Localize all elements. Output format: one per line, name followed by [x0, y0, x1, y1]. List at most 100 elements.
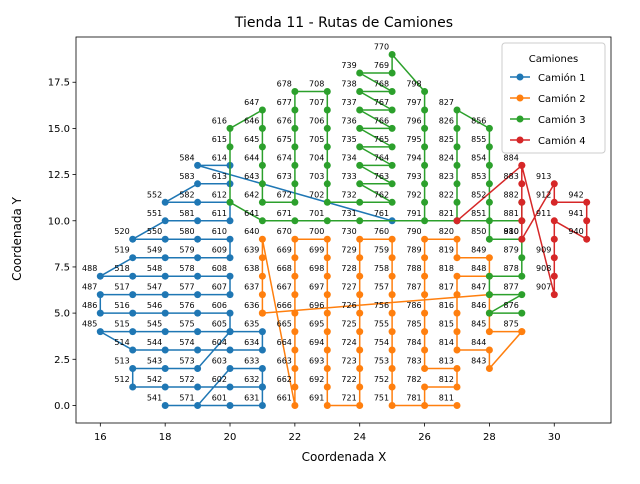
data-point [258, 402, 266, 409]
data-label: 822 [439, 190, 454, 199]
data-label: 855 [471, 135, 486, 144]
data-point [388, 88, 396, 95]
data-point [194, 217, 202, 225]
data-point [194, 254, 202, 262]
data-point [323, 254, 331, 262]
data-label: 577 [179, 283, 194, 292]
data-label: 797 [406, 98, 421, 107]
data-label: 759 [374, 246, 389, 255]
data-label: 605 [212, 320, 227, 329]
data-label: 879 [504, 246, 519, 255]
data-label: 547 [147, 283, 162, 292]
data-point [453, 254, 461, 262]
data-point [388, 291, 396, 299]
data-point [388, 402, 396, 409]
data-label: 813 [439, 357, 454, 366]
data-point [356, 235, 364, 243]
x-tick-label: 16 [94, 432, 107, 443]
data-label: 875 [504, 320, 519, 329]
data-point [388, 383, 396, 391]
data-point [421, 161, 429, 169]
data-label: 668 [277, 264, 292, 273]
data-point [453, 328, 461, 336]
data-label: 661 [277, 394, 292, 403]
data-label: 910 [504, 227, 519, 236]
data-point [161, 235, 169, 243]
data-label: 786 [406, 301, 421, 310]
data-label: 640 [244, 227, 259, 236]
data-label: 676 [277, 116, 292, 125]
data-label: 695 [309, 320, 324, 329]
data-point [291, 254, 299, 262]
data-label: 755 [374, 320, 389, 329]
data-point [518, 235, 526, 243]
data-point [194, 346, 202, 354]
data-point [421, 309, 429, 317]
data-point [388, 106, 396, 114]
data-label: 611 [212, 209, 227, 218]
data-label: 912 [536, 190, 551, 199]
data-label: 820 [439, 227, 454, 236]
data-point [323, 124, 331, 132]
data-point [485, 217, 493, 225]
data-point [453, 402, 461, 409]
data-point [356, 402, 364, 409]
y-tick-label: 17.5 [48, 78, 70, 89]
data-point [129, 291, 137, 299]
data-point [485, 254, 493, 262]
data-point [518, 291, 526, 299]
data-label: 728 [341, 264, 356, 273]
data-label: 783 [406, 357, 421, 366]
data-point [356, 143, 364, 151]
legend-item: Camión 4 [510, 135, 586, 147]
data-label: 665 [277, 320, 292, 329]
data-point [226, 272, 234, 280]
data-point [421, 402, 429, 409]
data-label: 790 [406, 227, 421, 236]
data-label: 736 [341, 116, 356, 125]
data-point [518, 272, 526, 280]
data-point [518, 309, 526, 317]
data-label: 770 [374, 43, 389, 52]
data-point [161, 346, 169, 354]
legend-item: Camión 3 [510, 114, 586, 126]
data-point [291, 309, 299, 317]
data-label: 853 [471, 172, 486, 181]
data-point [129, 328, 137, 336]
data-point [421, 346, 429, 354]
data-point [518, 161, 526, 169]
data-label: 909 [536, 246, 551, 255]
data-label: 706 [309, 116, 324, 125]
data-point [96, 309, 104, 317]
series-1 [96, 161, 461, 409]
data-point [258, 106, 266, 114]
data-label: 877 [504, 283, 519, 292]
data-point [356, 272, 364, 280]
data-point [129, 235, 137, 243]
data-label: 758 [374, 264, 389, 273]
data-label: 606 [212, 301, 227, 310]
data-label: 739 [341, 61, 356, 70]
data-label: 669 [277, 246, 292, 255]
data-point [421, 235, 429, 243]
data-label: 911 [536, 209, 551, 218]
chart-title: Tienda 11 - Rutas de Camiones [234, 15, 453, 31]
data-label: 583 [179, 172, 194, 181]
data-label: 791 [406, 209, 421, 218]
data-label: 701 [309, 209, 324, 218]
data-label: 826 [439, 116, 454, 125]
data-point [453, 365, 461, 372]
data-label: 789 [406, 246, 421, 255]
data-point [485, 143, 493, 151]
data-point [518, 217, 526, 225]
data-point [226, 143, 234, 151]
data-label: 516 [114, 301, 129, 310]
data-point [388, 365, 396, 372]
data-point [356, 180, 364, 188]
data-point [356, 383, 364, 391]
data-point [388, 69, 396, 77]
data-point [356, 198, 364, 206]
data-label: 843 [471, 357, 486, 366]
data-point [226, 365, 234, 372]
data-point [388, 180, 396, 188]
